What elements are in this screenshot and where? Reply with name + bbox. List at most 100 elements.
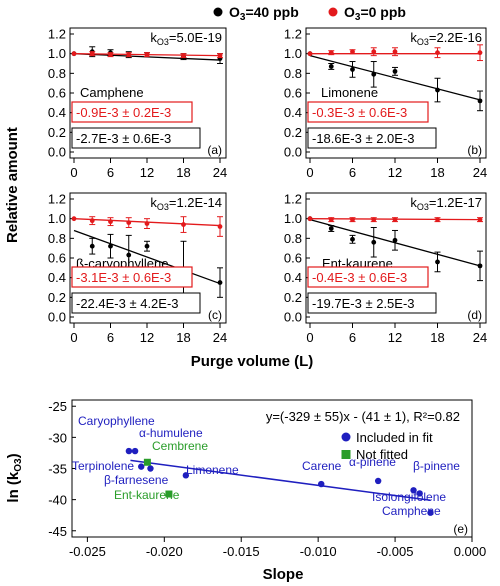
data-point [144, 243, 150, 249]
y-tick-label: -30 [48, 430, 67, 445]
x-tick-label: 0 [306, 165, 313, 180]
data-point [328, 217, 334, 223]
y-tick-label: 0.6 [48, 251, 66, 266]
data-point [435, 217, 440, 223]
xlabel-purge-volume: Purge volume (L) [191, 353, 314, 370]
data-point [89, 243, 95, 249]
x-tick-label: 12 [140, 165, 154, 180]
slope-red: -0.9E-3 ± 0.2E-3 [76, 105, 171, 120]
y-tick-label: 1.0 [284, 211, 302, 226]
k-label: kO3=5.0E-19 [150, 30, 222, 47]
x-tick-label: -0.015 [223, 544, 260, 559]
slope-box-black [307, 292, 437, 314]
y-tick-label: 0.0 [48, 145, 66, 160]
y-tick-label: -35 [48, 462, 67, 477]
y-tick-label: 0.2 [284, 290, 302, 305]
slope-red: -0.3E-3 ± 0.6E-3 [312, 105, 407, 120]
x-tick-label: 6 [349, 165, 356, 180]
y-tick-label: 0.0 [284, 145, 302, 160]
data-point [392, 49, 398, 55]
point-label: α-humulene [139, 426, 203, 440]
panel-a: 0.0 0.2 0.4 0.6 0.8 1.0 1.2 0 6 12 18 24 kO3=5.0E-19… [48, 27, 227, 181]
data-point [108, 219, 113, 225]
fit-line [130, 459, 431, 502]
x-tick-label: 12 [388, 330, 402, 345]
x-tick-label: 24 [213, 330, 227, 345]
panel-tag: (c) [208, 308, 222, 322]
y-tick-label: -40 [48, 493, 67, 508]
y-tick-label: 0.6 [284, 86, 302, 101]
y-tick-label: 0.8 [284, 231, 302, 246]
point-label: β-pinene [413, 459, 460, 473]
point-label: Ent-kaurene [114, 488, 180, 502]
data-point [392, 237, 398, 243]
legend-marker-o3-40 [213, 7, 223, 17]
x-tick-label: -0.025 [69, 544, 106, 559]
panel-tag: (d) [467, 308, 482, 322]
y-tick-label: 1.2 [48, 192, 66, 207]
data-point [371, 217, 377, 223]
point-label: Carene [302, 459, 342, 473]
point-label: Limonene [186, 463, 239, 477]
data-point [318, 480, 325, 488]
slope-black: -22.4E-3 ± 4.2E-3 [76, 296, 179, 311]
data-point [328, 226, 334, 231]
k-label: kO3=1.2E-17 [410, 195, 482, 212]
compound-name: Camphene [80, 85, 144, 100]
slope-box-red [307, 101, 429, 123]
data-point [307, 51, 313, 57]
slope-black: -19.7E-3 ± 2.5E-3 [312, 296, 415, 311]
data-point [131, 447, 139, 455]
panel-e-xlabel: Slope [263, 566, 304, 583]
slope-box-red [71, 266, 193, 288]
data-point [126, 252, 132, 258]
y-tick-label: 0.4 [48, 105, 66, 120]
compound-name: Limonene [321, 85, 378, 100]
legend-label-included: Included in fit [356, 430, 433, 445]
data-point [89, 218, 95, 224]
x-tick-label: 18 [176, 330, 190, 345]
x-tick-label: 0 [70, 165, 77, 180]
y-tick-label: 1.0 [48, 211, 66, 226]
panel-b: 0.0 0.2 0.4 0.6 0.8 1.0 1.2 0 6 12 18 24 kO3=2.2E-16… [284, 27, 487, 181]
panel-tag: (b) [467, 143, 482, 157]
y-tick-label: 0.2 [48, 290, 66, 305]
data-point [126, 52, 132, 58]
point-label: Terpinolene [72, 459, 134, 473]
data-point [392, 217, 398, 223]
data-point [108, 52, 113, 58]
data-point [435, 87, 440, 93]
y-tick-label: -25 [48, 399, 67, 414]
data-point [181, 53, 186, 59]
y-tick-label: 0.0 [284, 310, 302, 325]
x-tick-label: -0.010 [300, 544, 337, 559]
slope-box-black [71, 127, 201, 149]
data-point [416, 490, 423, 497]
panel-tag: (a) [207, 143, 222, 157]
x-tick-label: 24 [473, 165, 487, 180]
data-point [374, 477, 382, 485]
x-tick-label: 24 [213, 165, 227, 180]
slope-box-black [307, 127, 437, 149]
ylabel-relative-amount: Relative amount [4, 127, 21, 243]
data-point [350, 67, 355, 72]
data-point [181, 222, 186, 227]
panel-c: 0.0 0.2 0.4 0.6 0.8 1.0 1.2 0 6 12 18 24 kO3=1.2E-14… [48, 192, 227, 346]
data-point [371, 239, 377, 245]
data-point [477, 50, 483, 56]
x-tick-label: 6 [107, 165, 114, 180]
data-point [350, 49, 355, 55]
y-tick-label: 0.8 [284, 66, 302, 81]
y-tick-label: 0.4 [48, 270, 66, 285]
data-point [71, 216, 77, 222]
slope-red: -3.1E-3 ± 0.6E-3 [76, 270, 171, 285]
panel-e-ylabel: ln (kO3) [5, 453, 24, 502]
data-point [477, 217, 483, 223]
slope-box-red [307, 266, 429, 288]
y-tick-label: 0.2 [284, 125, 302, 140]
panel-e: -25 -30 -35 -40 -45-0.025 -0.020 -0.015 -0.010 -… [48, 399, 486, 559]
x-tick-label: 12 [140, 330, 154, 345]
data-point [350, 217, 355, 223]
data-point [217, 280, 223, 285]
y-tick-label: 0.6 [284, 251, 302, 266]
